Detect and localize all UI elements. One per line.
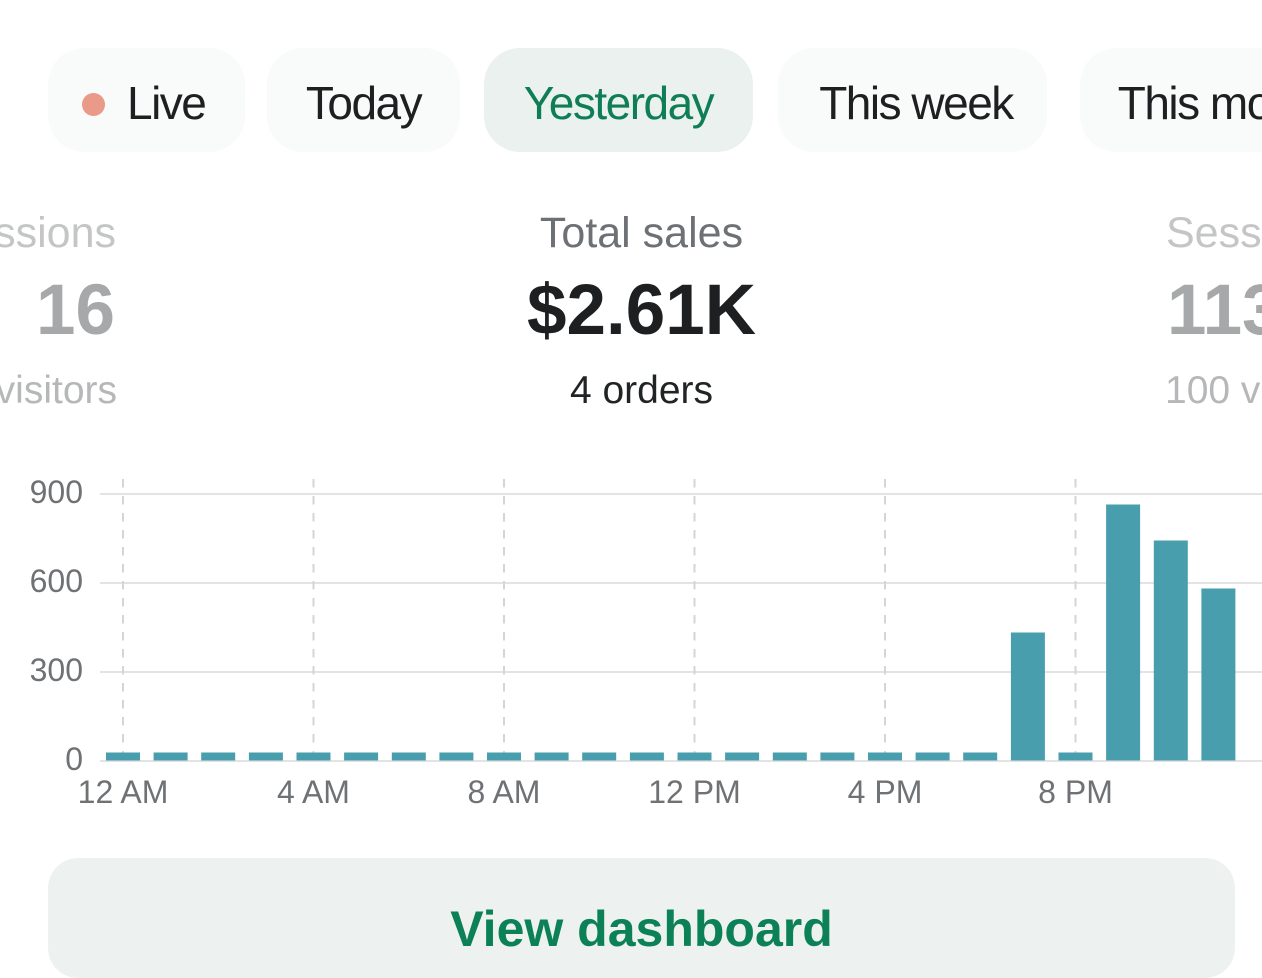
svg-text:8 AM: 8 AM xyxy=(468,774,541,810)
svg-text:300: 300 xyxy=(30,652,83,688)
svg-text:900: 900 xyxy=(30,474,83,510)
svg-text:12 AM: 12 AM xyxy=(78,774,169,810)
svg-text:4 AM: 4 AM xyxy=(277,774,350,810)
svg-text:8 PM: 8 PM xyxy=(1038,774,1113,810)
svg-text:4 PM: 4 PM xyxy=(848,774,923,810)
svg-text:600: 600 xyxy=(30,563,83,599)
svg-text:0: 0 xyxy=(65,741,83,777)
svg-text:12 PM: 12 PM xyxy=(648,774,740,810)
